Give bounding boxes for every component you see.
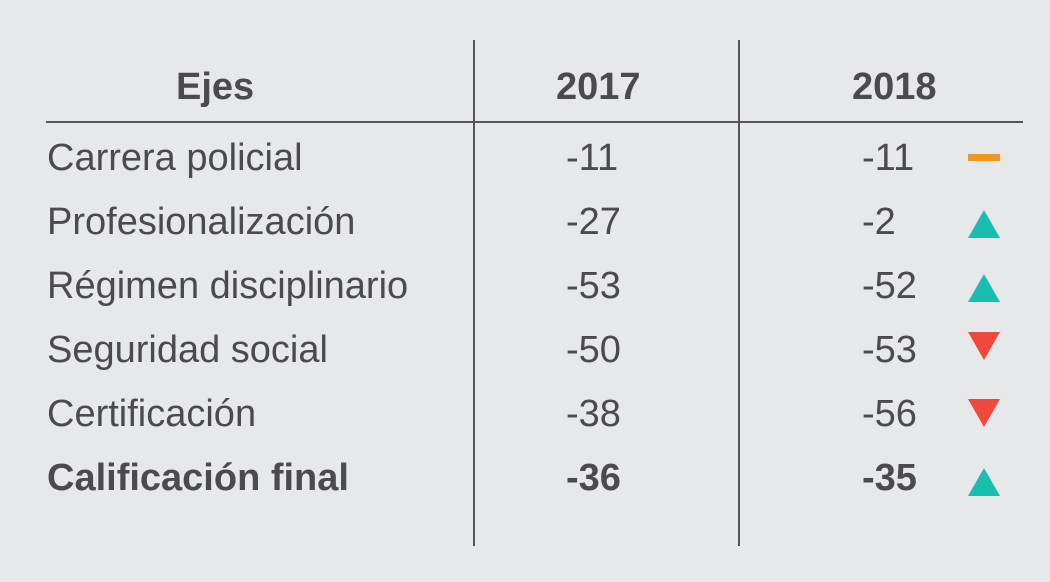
down-triangle-icon xyxy=(967,384,1001,444)
final-value-2017: -36 xyxy=(566,457,621,499)
header-2018: 2018 xyxy=(852,66,937,108)
table-row: Profesionalización -27 -2 xyxy=(0,192,1050,252)
up-triangle-icon xyxy=(967,192,1001,252)
value-2018: -11 xyxy=(862,137,915,179)
header-2017: 2017 xyxy=(556,66,641,108)
value-2017: -38 xyxy=(566,393,621,435)
value-2018: -56 xyxy=(862,393,917,435)
column-divider-2 xyxy=(738,40,740,546)
value-2017: -50 xyxy=(566,329,621,371)
row-label: Carrera policial xyxy=(47,137,303,179)
table-row: Régimen disciplinario -53 -52 xyxy=(0,256,1050,316)
value-2017: -11 xyxy=(566,137,619,179)
same-dash-icon xyxy=(967,128,1001,188)
table-row: Seguridad social -50 -53 xyxy=(0,320,1050,380)
down-triangle-icon xyxy=(967,320,1001,380)
row-label: Régimen disciplinario xyxy=(47,265,409,307)
up-triangle-icon xyxy=(967,448,1001,508)
final-score-row: Calificación final -36 -35 xyxy=(0,448,1050,508)
column-divider-1 xyxy=(473,40,475,546)
header-ejes: Ejes xyxy=(176,66,255,108)
table-row: Carrera policial -11 -11 xyxy=(0,128,1050,188)
final-label: Calificación final xyxy=(47,457,349,499)
value-2018: -2 xyxy=(862,201,896,243)
header-divider xyxy=(46,121,1023,123)
value-2017: -27 xyxy=(566,201,621,243)
row-label: Profesionalización xyxy=(47,201,356,243)
value-2017: -53 xyxy=(566,265,621,307)
final-value-2018: -35 xyxy=(862,457,917,499)
row-label: Seguridad social xyxy=(47,329,328,371)
up-triangle-icon xyxy=(967,256,1001,316)
row-label: Certificación xyxy=(47,393,257,435)
value-2018: -53 xyxy=(862,329,917,371)
table-row: Certificación -38 -56 xyxy=(0,384,1050,444)
value-2018: -52 xyxy=(862,265,917,307)
